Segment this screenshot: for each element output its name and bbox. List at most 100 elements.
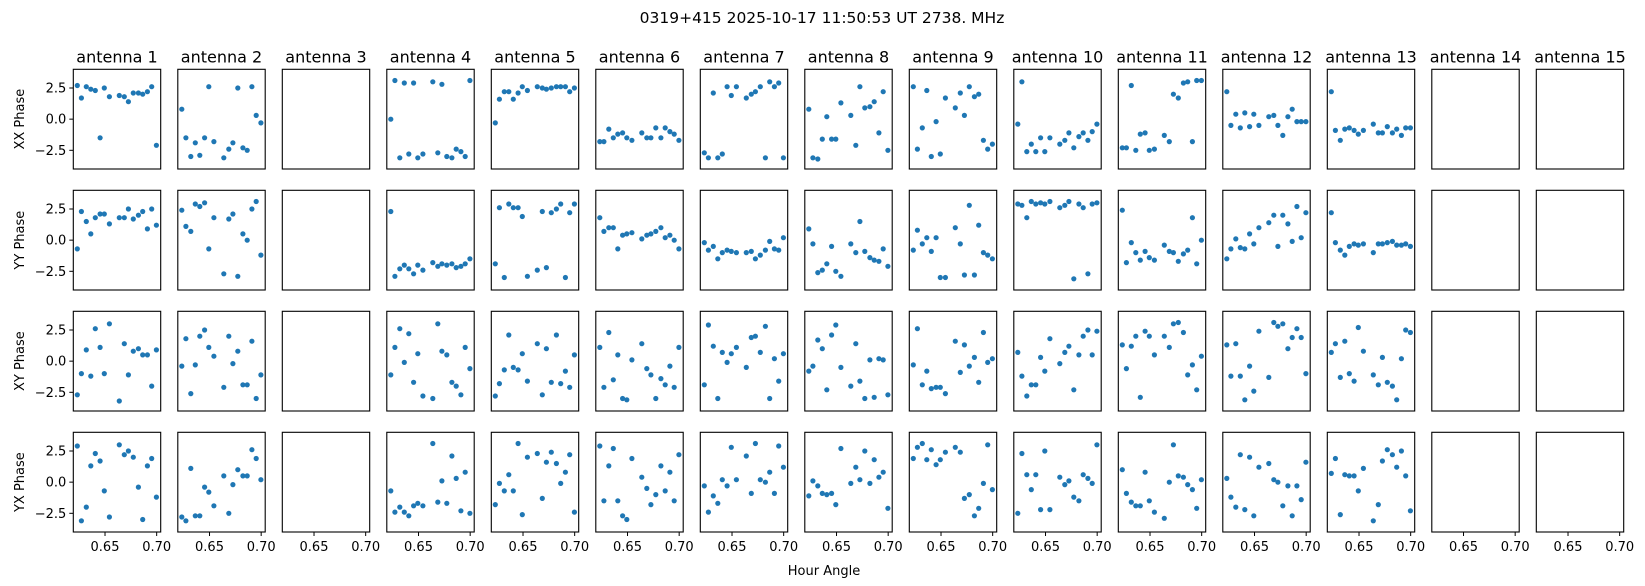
data-point [1038,354,1044,360]
data-point [937,384,943,390]
data-point [1170,91,1176,97]
data-point [780,235,787,241]
data-point [662,382,668,388]
subplot-frame [177,431,266,533]
subplot-frame [595,310,684,412]
data-point [439,81,445,87]
data-point [1076,134,1082,140]
data-point [876,258,882,264]
data-point [639,474,645,480]
data-point [1198,237,1204,243]
subplot-frame [908,431,998,533]
data-point [819,490,825,496]
data-point [1370,372,1376,378]
data-point [971,94,978,100]
data-point [230,140,236,146]
data-point [615,352,621,358]
data-point [1233,341,1239,347]
data-point [1342,252,1348,258]
data-point [1019,202,1025,208]
data-point [1175,473,1181,479]
x-tick-label: 0.65 [1554,540,1583,555]
data-point [780,155,787,161]
data-point [1175,95,1181,101]
data-point [226,510,232,516]
data-point [415,351,421,357]
data-point [558,480,564,486]
data-point [1389,452,1395,458]
data-point [1328,210,1334,216]
data-point [458,508,464,514]
data-point [253,198,259,205]
data-point [1294,326,1300,332]
data-point [539,208,545,215]
data-point [1119,467,1125,473]
data-point [601,384,607,390]
data-point [1015,201,1021,207]
data-point [1332,455,1338,462]
data-point [519,213,525,220]
data-point [506,201,512,207]
data-point [149,383,155,389]
x-tick-label: 0.65 [91,540,120,555]
subplot-frame [1117,431,1207,533]
data-point [610,135,616,141]
data-point [671,237,677,243]
subplot-frame [1535,431,1625,533]
data-point [1066,130,1072,136]
data-point [914,444,921,450]
data-point [83,504,89,510]
data-point [144,463,150,469]
data-point [1146,255,1152,261]
data-point [501,274,507,281]
data-point [1085,137,1091,143]
x-tick-label: 0.70 [247,540,276,555]
data-point [1370,121,1376,127]
data-point [74,82,80,89]
data-point [153,347,159,353]
panel-title: antenna 7 [703,47,784,66]
data-point [202,327,208,333]
data-point [430,395,436,402]
data-point [662,488,668,494]
data-point [762,247,769,253]
data-point [571,85,578,91]
data-point [539,85,545,91]
data-point [515,367,521,373]
data-point [97,135,103,141]
data-point [833,136,839,142]
data-point [571,352,578,358]
data-point [1379,241,1385,247]
data-point [1256,328,1262,334]
data-point [871,394,877,400]
data-point [153,494,159,500]
data-point [653,492,659,498]
subplot-frame [281,68,371,170]
data-point [130,348,136,354]
data-point [776,80,782,86]
panel-title: antenna 10 [1012,47,1104,66]
data-point [1294,203,1300,210]
data-point [183,223,189,229]
subplot-frame [386,310,475,412]
data-point [1189,362,1195,368]
data-point [125,448,131,454]
data-point [501,367,507,373]
data-point [1407,125,1413,131]
data-point [392,344,398,350]
data-point [1019,79,1025,85]
data-point [543,86,550,92]
data-point [662,125,668,131]
x-tick-label: 0.70 [351,540,380,555]
data-point [496,96,502,102]
data-point [192,513,198,519]
data-point [985,252,991,258]
data-point [149,206,155,212]
data-point [179,106,185,112]
data-point [1242,397,1248,403]
data-point [1094,200,1100,206]
data-point [639,130,645,136]
data-point [462,153,468,160]
data-point [1042,448,1048,454]
data-point [562,274,569,281]
